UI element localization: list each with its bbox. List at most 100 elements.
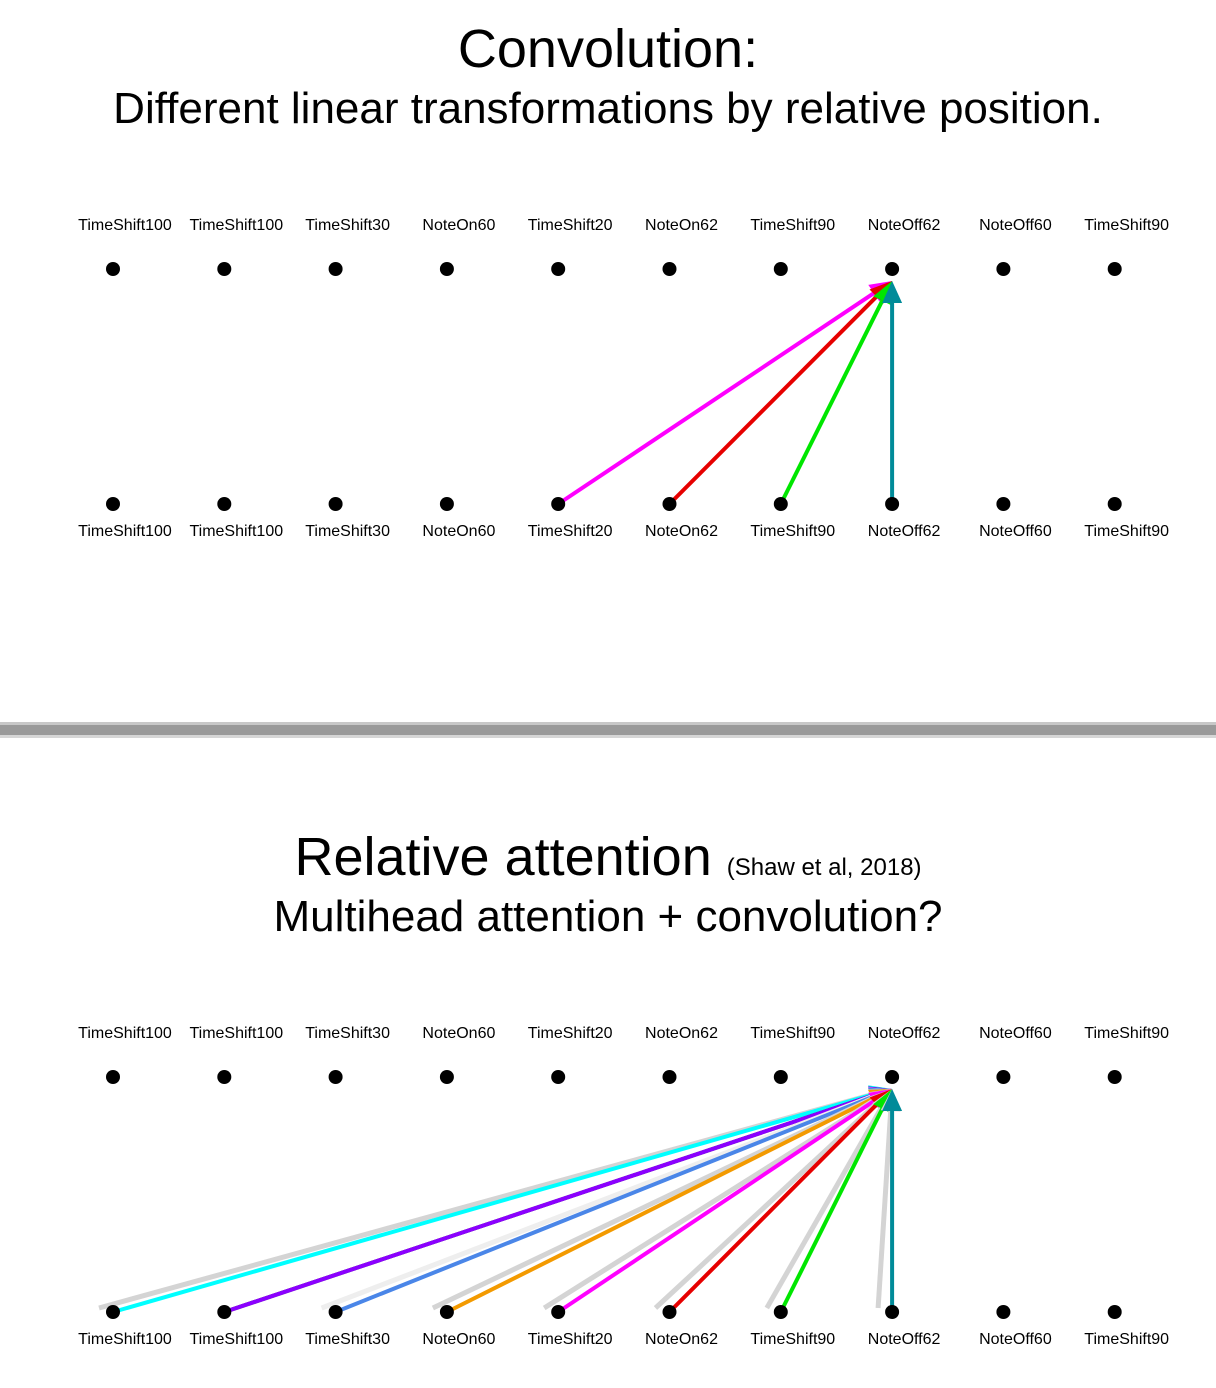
relattn-bottom-label-2: TimeShift30	[305, 1331, 390, 1348]
conv-bottom-label-3: NoteOn60	[422, 523, 495, 540]
conv-arrow-1	[668, 295, 878, 506]
conv-top-label-7: NoteOff62	[868, 217, 941, 234]
relattn-bottom-node-3	[439, 1305, 454, 1319]
conv-bottom-label-5: NoteOn62	[645, 523, 718, 540]
conv-bottom-node-1	[217, 497, 232, 511]
relattn-top-node-8	[996, 1070, 1011, 1084]
conv-top-label-8: NoteOff60	[979, 217, 1052, 234]
conv-bottom-label-0: TimeShift100	[78, 523, 172, 540]
conv-bottom-node-8	[996, 497, 1011, 511]
conv-top-node-4	[551, 262, 566, 276]
relattn-bottom-label-8: NoteOff60	[979, 1331, 1052, 1348]
relattn-bottom-node-0	[106, 1305, 120, 1319]
relattn-arrow-13	[779, 1107, 885, 1313]
relattn-arrow-12	[764, 1106, 884, 1310]
conv-top-node-2	[328, 262, 343, 276]
conv-top-label-9: TimeShift90	[1084, 217, 1169, 234]
conv-top-node-9	[1107, 262, 1122, 276]
relattn-top-label-0: TimeShift100	[78, 1025, 172, 1042]
section-divider	[0, 722, 1216, 738]
conv-arrow-2	[779, 299, 885, 505]
convolution-title: Convolution:	[457, 19, 759, 79]
conv-bottom-label-4: TimeShift20	[528, 523, 613, 540]
relattn-top-node-7	[885, 1070, 900, 1084]
relattn-bottom-node-4	[551, 1305, 566, 1319]
relattn-arrow-8	[542, 1098, 875, 1311]
relattn-arrow-11	[668, 1103, 878, 1314]
conv-top-label-0: TimeShift100	[78, 217, 172, 234]
relattn-top-node-3	[439, 1070, 454, 1084]
relattn-bottom-label-7: NoteOff62	[868, 1331, 941, 1348]
relattn-bottom-label-9: TimeShift90	[1084, 1331, 1169, 1348]
convolution-diagram: TimeShift100 TimeShift100 TimeShift100 Time…	[78, 217, 1169, 540]
conv-bottom-node-4	[551, 497, 566, 511]
relattn-top-node-4	[551, 1070, 566, 1084]
relattn-top-node-2	[328, 1070, 343, 1084]
relattn-arrow-5	[334, 1095, 873, 1314]
relative-attention-title: Relative attention (Shaw et al, 2018)	[0, 830, 1216, 884]
conv-bottom-label-2: TimeShift30	[305, 523, 390, 540]
conv-bottom-node-7	[885, 497, 900, 511]
conv-top-label-5: NoteOn62	[645, 217, 718, 234]
relattn-arrow-10	[653, 1102, 878, 1310]
conv-top-label-6: TimeShift90	[750, 217, 835, 234]
conv-bottom-label-7: NoteOff62	[868, 523, 941, 540]
relattn-bottom-label-5: NoteOn62	[645, 1331, 718, 1348]
relattn-arrow-7	[446, 1097, 874, 1314]
relattn-arrow-1	[112, 1093, 872, 1314]
conv-top-node-5	[662, 262, 677, 276]
conv-bottom-node-3	[439, 497, 454, 511]
relattn-bottom-label-4: TimeShift20	[528, 1331, 613, 1348]
relattn-arrow-9	[557, 1099, 875, 1314]
relattn-top-node-9	[1107, 1070, 1122, 1084]
relattn-bottom-label-6: TimeShift90	[750, 1331, 835, 1348]
conv-bottom-node-9	[1107, 497, 1122, 511]
relative-attention-diagram: TimeShift100 TimeShift100 TimeShift100 Time…	[78, 1025, 1169, 1348]
relattn-bottom-label-3: NoteOn60	[422, 1331, 495, 1348]
conv-bottom-node-6	[773, 497, 788, 511]
conv-bottom-node-2	[328, 497, 343, 511]
relattn-arrow-3	[223, 1094, 872, 1314]
conv-arrow-0	[557, 291, 875, 506]
relattn-bottom-node-1	[217, 1305, 232, 1319]
conv-top-node-7	[885, 262, 900, 276]
relattn-bottom-label-1: TimeShift100	[189, 1331, 283, 1348]
relattn-top-label-9: TimeShift90	[1084, 1025, 1169, 1042]
relattn-bottom-node-9	[1107, 1305, 1122, 1319]
relattn-arrow-14	[875, 1110, 894, 1309]
relattn-top-label-7: NoteOff62	[868, 1025, 941, 1042]
relattn-bottom-node-6	[773, 1305, 788, 1319]
relattn-top-node-0	[106, 1070, 120, 1084]
relattn-top-label-5: NoteOn62	[645, 1025, 718, 1042]
conv-top-node-6	[773, 262, 788, 276]
conv-bottom-label-1: TimeShift100	[189, 523, 283, 540]
relattn-top-label-8: NoteOff60	[979, 1025, 1052, 1042]
conv-bottom-label-8: NoteOff60	[979, 523, 1052, 540]
conv-top-node-8	[996, 262, 1011, 276]
relattn-arrowhead-15	[882, 1089, 903, 1111]
conv-top-label-2: TimeShift30	[305, 217, 390, 234]
convolution-subtitle: Different linear transformations by rela…	[113, 84, 1103, 133]
conv-top-node-3	[439, 262, 454, 276]
relattn-top-label-3: NoteOn60	[422, 1025, 495, 1042]
relattn-bottom-label-0: TimeShift100	[78, 1331, 172, 1348]
conv-bottom-node-5	[662, 497, 677, 511]
conv-bottom-label-6: TimeShift90	[750, 523, 835, 540]
relattn-top-node-6	[773, 1070, 788, 1084]
relattn-bottom-node-8	[996, 1305, 1011, 1319]
relattn-top-label-2: TimeShift30	[305, 1025, 390, 1042]
relattn-top-node-1	[217, 1070, 232, 1084]
conv-arrowhead-3	[882, 281, 903, 303]
relattn-top-node-5	[662, 1070, 677, 1084]
relattn-bottom-node-7	[885, 1305, 900, 1319]
relattn-top-label-1: TimeShift100	[189, 1025, 283, 1042]
relative-attention-heading: Relative attention	[294, 827, 712, 887]
conv-top-node-1	[217, 262, 232, 276]
relattn-top-label-6: TimeShift90	[750, 1025, 835, 1042]
citation: (Shaw et al, 2018)	[726, 854, 922, 881]
conv-top-node-0	[106, 262, 120, 276]
conv-bottom-node-0	[106, 497, 120, 511]
conv-top-label-4: TimeShift20	[528, 217, 613, 234]
conv-top-label-3: NoteOn60	[422, 217, 495, 234]
relattn-bottom-node-5	[662, 1305, 677, 1319]
